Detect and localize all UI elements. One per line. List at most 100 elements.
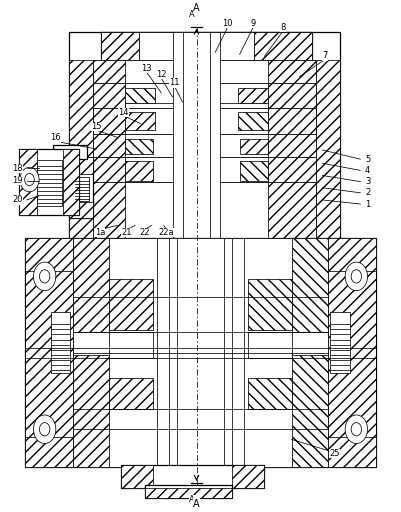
Bar bbox=[25, 238, 376, 467]
Bar bbox=[69, 203, 93, 218]
Bar bbox=[328, 437, 376, 467]
Bar bbox=[268, 83, 316, 108]
Bar bbox=[69, 60, 93, 243]
Bar bbox=[93, 134, 125, 157]
Bar bbox=[73, 238, 328, 467]
Bar bbox=[139, 32, 255, 60]
Bar bbox=[239, 112, 268, 130]
Bar bbox=[249, 279, 292, 330]
Bar bbox=[109, 378, 152, 409]
Text: A: A bbox=[189, 495, 194, 504]
Bar bbox=[109, 279, 152, 330]
Bar bbox=[75, 177, 89, 201]
Bar bbox=[176, 238, 225, 467]
Bar bbox=[316, 60, 340, 243]
Bar bbox=[292, 355, 328, 467]
Bar bbox=[144, 488, 233, 498]
Text: 12: 12 bbox=[156, 70, 166, 79]
Text: A: A bbox=[189, 10, 194, 19]
Text: 13: 13 bbox=[141, 64, 152, 73]
Bar bbox=[19, 149, 36, 215]
Bar bbox=[233, 465, 264, 488]
Bar bbox=[93, 60, 125, 83]
Bar bbox=[241, 161, 268, 181]
Bar bbox=[63, 149, 79, 215]
Bar bbox=[93, 182, 125, 243]
Bar bbox=[268, 60, 316, 83]
Bar bbox=[25, 437, 73, 467]
Bar bbox=[168, 238, 233, 467]
Bar bbox=[268, 182, 316, 243]
Bar bbox=[69, 157, 93, 218]
Text: 19: 19 bbox=[12, 176, 23, 185]
Bar bbox=[125, 103, 268, 108]
Bar bbox=[292, 238, 328, 332]
Text: A: A bbox=[193, 4, 200, 13]
Bar bbox=[156, 238, 245, 467]
Bar bbox=[93, 182, 316, 243]
Bar bbox=[69, 32, 340, 243]
Bar bbox=[249, 378, 292, 409]
Bar bbox=[73, 355, 109, 467]
Circle shape bbox=[33, 262, 56, 291]
Bar bbox=[328, 238, 376, 271]
Bar bbox=[93, 134, 316, 157]
Bar bbox=[328, 238, 376, 467]
Bar bbox=[241, 139, 268, 154]
Circle shape bbox=[351, 270, 362, 283]
Text: 1: 1 bbox=[365, 200, 370, 208]
Text: 16: 16 bbox=[51, 133, 61, 142]
Bar bbox=[268, 108, 316, 134]
Circle shape bbox=[345, 262, 368, 291]
Bar bbox=[53, 145, 87, 159]
Text: 22: 22 bbox=[139, 228, 150, 237]
Circle shape bbox=[33, 415, 56, 443]
Text: 22a: 22a bbox=[159, 228, 174, 237]
Text: 3: 3 bbox=[365, 177, 370, 186]
Bar bbox=[172, 32, 221, 243]
Text: 1a: 1a bbox=[95, 228, 105, 237]
Text: 8: 8 bbox=[280, 23, 286, 32]
Circle shape bbox=[39, 270, 50, 283]
Text: A: A bbox=[193, 499, 200, 508]
Bar bbox=[93, 108, 316, 134]
Bar bbox=[93, 157, 125, 182]
Bar bbox=[93, 157, 316, 182]
Bar bbox=[249, 332, 292, 358]
Text: 7: 7 bbox=[322, 51, 328, 60]
Text: 4: 4 bbox=[365, 166, 370, 175]
Bar bbox=[25, 238, 73, 271]
Bar bbox=[125, 161, 152, 181]
Circle shape bbox=[345, 415, 368, 443]
Bar bbox=[328, 238, 376, 467]
Bar bbox=[19, 149, 79, 215]
Bar bbox=[255, 32, 312, 60]
Bar bbox=[101, 32, 139, 60]
Circle shape bbox=[39, 422, 50, 436]
Bar bbox=[121, 465, 152, 488]
Bar bbox=[330, 312, 350, 373]
Bar bbox=[73, 238, 109, 332]
Bar bbox=[144, 485, 233, 498]
Bar bbox=[93, 60, 316, 83]
Bar bbox=[25, 238, 73, 467]
Bar bbox=[93, 108, 125, 134]
Text: 11: 11 bbox=[169, 78, 180, 87]
Bar bbox=[121, 465, 264, 488]
Text: 21: 21 bbox=[122, 228, 132, 237]
Text: 2: 2 bbox=[365, 188, 370, 197]
Bar bbox=[125, 88, 154, 103]
Text: 20: 20 bbox=[12, 196, 23, 204]
Bar bbox=[268, 134, 316, 157]
Bar bbox=[101, 32, 312, 60]
Bar bbox=[93, 83, 125, 108]
Bar bbox=[93, 83, 316, 108]
Circle shape bbox=[25, 174, 34, 186]
Bar bbox=[109, 332, 152, 358]
Text: 10: 10 bbox=[223, 19, 233, 28]
Text: 25: 25 bbox=[330, 449, 340, 458]
Text: 14: 14 bbox=[119, 108, 129, 117]
Text: 15: 15 bbox=[91, 122, 102, 131]
Bar bbox=[125, 112, 154, 130]
Bar bbox=[239, 88, 268, 103]
